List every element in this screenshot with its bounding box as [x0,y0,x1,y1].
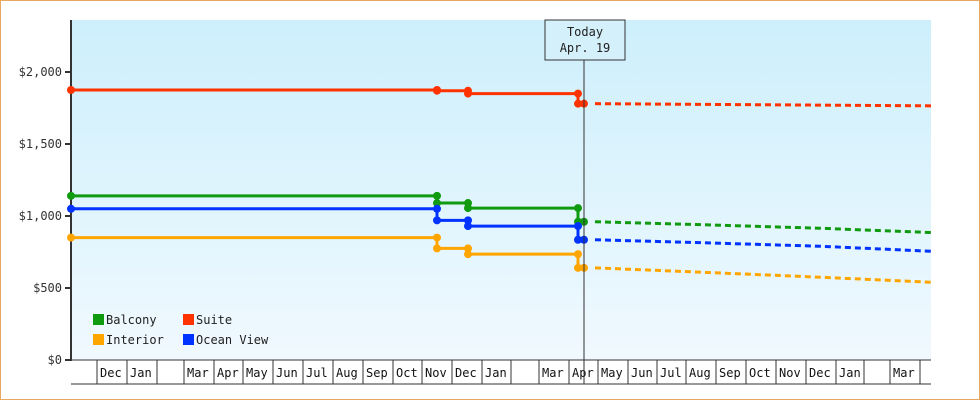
x-month-label: Oct [396,366,418,380]
legend: Balcony Suite Interior Ocean View [93,313,269,347]
legend-swatch [183,314,194,325]
legend-label: Suite [196,313,232,327]
data-point-marker [464,222,472,231]
x-month-label: Nov [779,366,801,380]
forecast-line [594,238,932,253]
legend-label: Balcony [106,313,157,327]
data-point-marker [464,204,472,213]
x-month-label: Sep [719,366,741,380]
x-month-label: Dec [100,366,122,380]
today-marker: Today Apr. 19 [544,19,626,384]
legend-swatch [183,334,194,345]
x-month-label: May [246,366,268,380]
x-month-label: Jul [660,366,682,380]
data-point-marker [67,191,75,200]
x-month-label: Mar [542,366,564,380]
x-month-label: Nov [425,366,447,380]
y-tick-label: $0 [48,353,62,367]
forecast-line [594,266,932,284]
data-point-marker [433,191,441,200]
data-point-marker [574,222,582,231]
data-point-marker [574,235,582,244]
legend-label: Interior [106,333,164,347]
x-month-label: Jan [839,366,861,380]
forecast-line [594,220,932,235]
legend-swatch [93,314,104,325]
x-month-label: Aug [336,366,358,380]
data-point-marker [433,204,441,213]
data-point-marker [464,89,472,98]
data-point-marker [67,204,75,213]
x-month-label: Jun [276,366,298,380]
series-lines [67,86,932,284]
y-tick-label: $2,000 [19,65,62,79]
data-point-marker [433,199,441,208]
legend-swatch [93,334,104,345]
series-ocean-view [67,204,932,253]
x-month-label: Jan [485,366,507,380]
today-date: Apr. 19 [560,41,611,55]
x-month-label: Dec [809,366,831,380]
y-tick-label: $1,500 [19,137,62,151]
data-point-marker [67,233,75,242]
legend-label: Ocean View [196,333,269,347]
legend-item-ocean-view[interactable]: Ocean View [183,333,269,347]
legend-item-balcony[interactable]: Balcony [93,313,157,327]
plot-area [71,20,931,360]
x-month-label: Oct [749,366,771,380]
y-tick-label: $500 [33,281,62,295]
y-tick-label: $1,000 [19,209,62,223]
data-point-marker [433,244,441,253]
x-month-label: May [601,366,623,380]
data-point-marker [433,86,441,95]
x-month-label: Apr [217,366,239,380]
x-axis: Dec Jan Mar Apr May Jun Jul Aug Sep Oct Nov Dec Jan M… [71,359,931,385]
today-label: Today [567,25,603,39]
data-point-marker [67,86,75,94]
data-point-marker [464,244,472,253]
data-point-marker [464,216,472,225]
legend-item-suite[interactable]: Suite [183,313,232,327]
x-month-label: Mar [187,366,209,380]
data-point-marker [464,250,472,259]
x-month-label: Jul [306,366,328,380]
legend-item-interior[interactable]: Interior [93,333,164,347]
data-point-marker [574,250,582,259]
data-point-marker [574,204,582,213]
series-balcony [67,191,932,235]
data-point-marker [574,99,582,108]
x-month-label: Aug [689,366,711,380]
data-point-marker [574,263,582,272]
data-point-marker [433,216,441,225]
y-axis: $0 $500 $1,000 $1,500 $2,000 [19,20,72,367]
x-month-label: Jun [631,366,653,380]
series-interior [67,233,932,284]
x-month-label: Jan [130,366,152,380]
series-suite [67,86,932,108]
x-month-label: Dec [455,366,477,380]
x-month-label: Mar [893,366,915,380]
x-month-label: Sep [366,366,388,380]
forecast-line [594,102,932,108]
data-point-marker [574,89,582,98]
data-point-marker [433,233,441,242]
x-month-label: Apr [572,366,594,380]
